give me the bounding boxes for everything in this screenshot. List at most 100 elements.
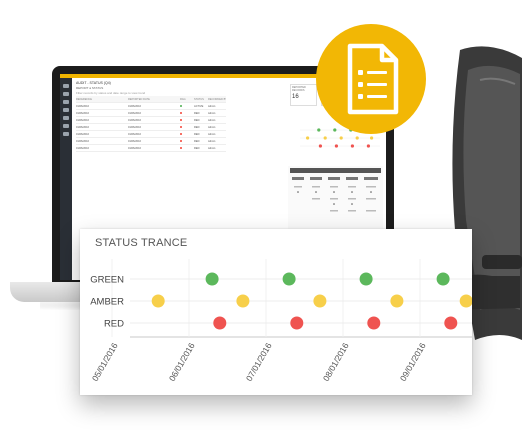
status-dot-amber[interactable] xyxy=(459,294,472,308)
cell-status: RED xyxy=(194,146,200,150)
col-header-date[interactable]: REPORTED DATE xyxy=(128,97,150,101)
status-dot-amber[interactable] xyxy=(236,294,250,308)
mini-status-dot xyxy=(370,136,374,140)
status-dot-green[interactable] xyxy=(359,272,373,286)
cell-rag xyxy=(180,104,194,108)
cell-date: 01/06/2016 xyxy=(128,139,141,143)
status-dot-red[interactable] xyxy=(213,316,227,330)
app-sidebar xyxy=(60,78,72,280)
cell-date: 01/06/2016 xyxy=(128,132,141,136)
cell-reference: 01/06/2016 xyxy=(76,146,89,150)
mini-status-dot xyxy=(323,136,327,140)
cell-status: RED xyxy=(194,111,200,115)
table-row[interactable]: 01/06/2016 01/06/2016 RED Admin xyxy=(76,110,226,117)
status-dot-amber[interactable] xyxy=(151,294,165,308)
cell-reference: 01/06/2016 xyxy=(76,118,89,122)
app-top-bar xyxy=(60,74,386,78)
mini-status-dot xyxy=(366,144,370,148)
cell-rag xyxy=(180,118,194,122)
cell-reference: 01/06/2016 xyxy=(76,104,89,108)
cell-recorded-by: Admin xyxy=(208,118,216,122)
rag-dot xyxy=(180,111,182,114)
status-dot-green[interactable] xyxy=(205,272,219,286)
cell-recorded-by: Admin xyxy=(208,125,216,129)
stat-label: REPORTED RECORDS xyxy=(292,86,306,92)
cell-status: RED xyxy=(194,139,200,143)
status-trance-chart: GREEN AMBER RED 05/01/2016 06/01/2016 07/01/… xyxy=(90,259,472,383)
mini-status-dot xyxy=(333,128,337,132)
document-badge xyxy=(316,24,426,134)
cell-date: 01/06/2016 xyxy=(128,125,141,129)
status-dot-amber[interactable] xyxy=(313,294,327,308)
chart-icon[interactable] xyxy=(63,116,69,120)
x-tick-label: 09/01/2016 xyxy=(398,341,428,383)
status-dot-amber[interactable] xyxy=(390,294,404,308)
cell-recorded-by: Admin xyxy=(208,139,216,143)
cell-date: 01/06/2016 xyxy=(128,104,141,108)
breadcrumb: REPORT ● STATUS xyxy=(76,86,104,90)
mini-status-dot xyxy=(317,128,321,132)
status-dot-green[interactable] xyxy=(282,272,296,286)
mini-status-dot xyxy=(350,144,354,148)
cell-reference: 01/06/2016 xyxy=(76,139,89,143)
x-tick-label: 07/01/2016 xyxy=(244,341,274,383)
category-label-red: RED xyxy=(104,319,124,330)
cell-status: RED xyxy=(194,132,200,136)
col-header-recorded-by[interactable]: RECORDED BY xyxy=(208,97,226,101)
category-label-green: GREEN xyxy=(90,275,124,286)
rag-dot xyxy=(180,139,182,142)
rag-dot xyxy=(180,146,182,149)
cell-rag xyxy=(180,139,194,143)
x-tick-label: 05/01/2016 xyxy=(90,341,120,383)
cell-reference: 01/06/2016 xyxy=(76,111,89,115)
cell-status: RED xyxy=(194,125,200,129)
cell-rag xyxy=(180,132,194,136)
filter-hint: Filter records by status and date range … xyxy=(76,91,146,95)
status-dot-red[interactable] xyxy=(290,316,304,330)
cell-status: ACTIVE xyxy=(194,104,204,108)
mini-status-dot xyxy=(318,144,322,148)
status-dot-red[interactable] xyxy=(444,316,458,330)
cell-reference: 01/06/2016 xyxy=(76,125,89,129)
rag-dot xyxy=(180,125,182,128)
user-icon[interactable] xyxy=(63,124,69,128)
col-header-rag[interactable]: RAG xyxy=(180,97,186,101)
home-icon[interactable] xyxy=(63,92,69,96)
records-table: REFERENCE REPORTED DATE RAG STATUS RECOR… xyxy=(76,96,226,152)
cell-date: 01/06/2016 xyxy=(128,118,141,122)
list-icon[interactable] xyxy=(63,108,69,112)
cell-recorded-by: Admin xyxy=(208,104,216,108)
status-dot-red[interactable] xyxy=(367,316,381,330)
x-tick-label: 08/01/2016 xyxy=(321,341,351,383)
cell-recorded-by: Admin xyxy=(208,146,216,150)
chart-title: STATUS TRANCE xyxy=(95,237,188,249)
cell-recorded-by: Admin xyxy=(208,111,216,115)
table-row[interactable]: 01/06/2016 01/06/2016 RED Admin xyxy=(76,131,226,138)
table-row[interactable]: 01/06/2016 01/06/2016 RED Admin xyxy=(76,145,226,152)
status-dot-green[interactable] xyxy=(436,272,450,286)
mini-status-dot xyxy=(355,136,359,140)
cell-rag xyxy=(180,125,194,129)
cell-rag xyxy=(180,111,194,115)
mini-status-dot xyxy=(339,136,343,140)
cell-rag xyxy=(180,146,194,150)
table-row[interactable]: 01/06/2016 01/06/2016 RED Admin xyxy=(76,124,226,131)
gear-icon[interactable] xyxy=(63,132,69,136)
table-row[interactable]: 01/06/2016 01/06/2016 ACTIVE Admin xyxy=(76,103,226,110)
table-row[interactable]: 01/06/2016 01/06/2016 RED Admin xyxy=(76,138,226,145)
cell-date: 01/06/2016 xyxy=(128,111,141,115)
table-row[interactable]: 01/06/2016 01/06/2016 RED Admin xyxy=(76,117,226,124)
col-header-status[interactable]: STATUS xyxy=(194,97,204,101)
stat-value: 16 xyxy=(292,94,299,100)
cell-status: RED xyxy=(194,118,200,122)
x-tick-label: 06/01/2016 xyxy=(167,341,197,383)
rag-dot xyxy=(180,104,182,107)
mini-status-dot xyxy=(306,136,310,140)
page-title: AUDIT - STATUS (Q4) xyxy=(76,81,111,85)
category-label-amber: AMBER xyxy=(90,297,124,308)
stat-box: REPORTED RECORDS 16 xyxy=(290,84,318,106)
search-icon[interactable] xyxy=(63,100,69,104)
col-header-reference[interactable]: REFERENCE xyxy=(76,97,92,101)
menu-icon[interactable] xyxy=(63,84,69,88)
cell-reference: 01/06/2016 xyxy=(76,132,89,136)
